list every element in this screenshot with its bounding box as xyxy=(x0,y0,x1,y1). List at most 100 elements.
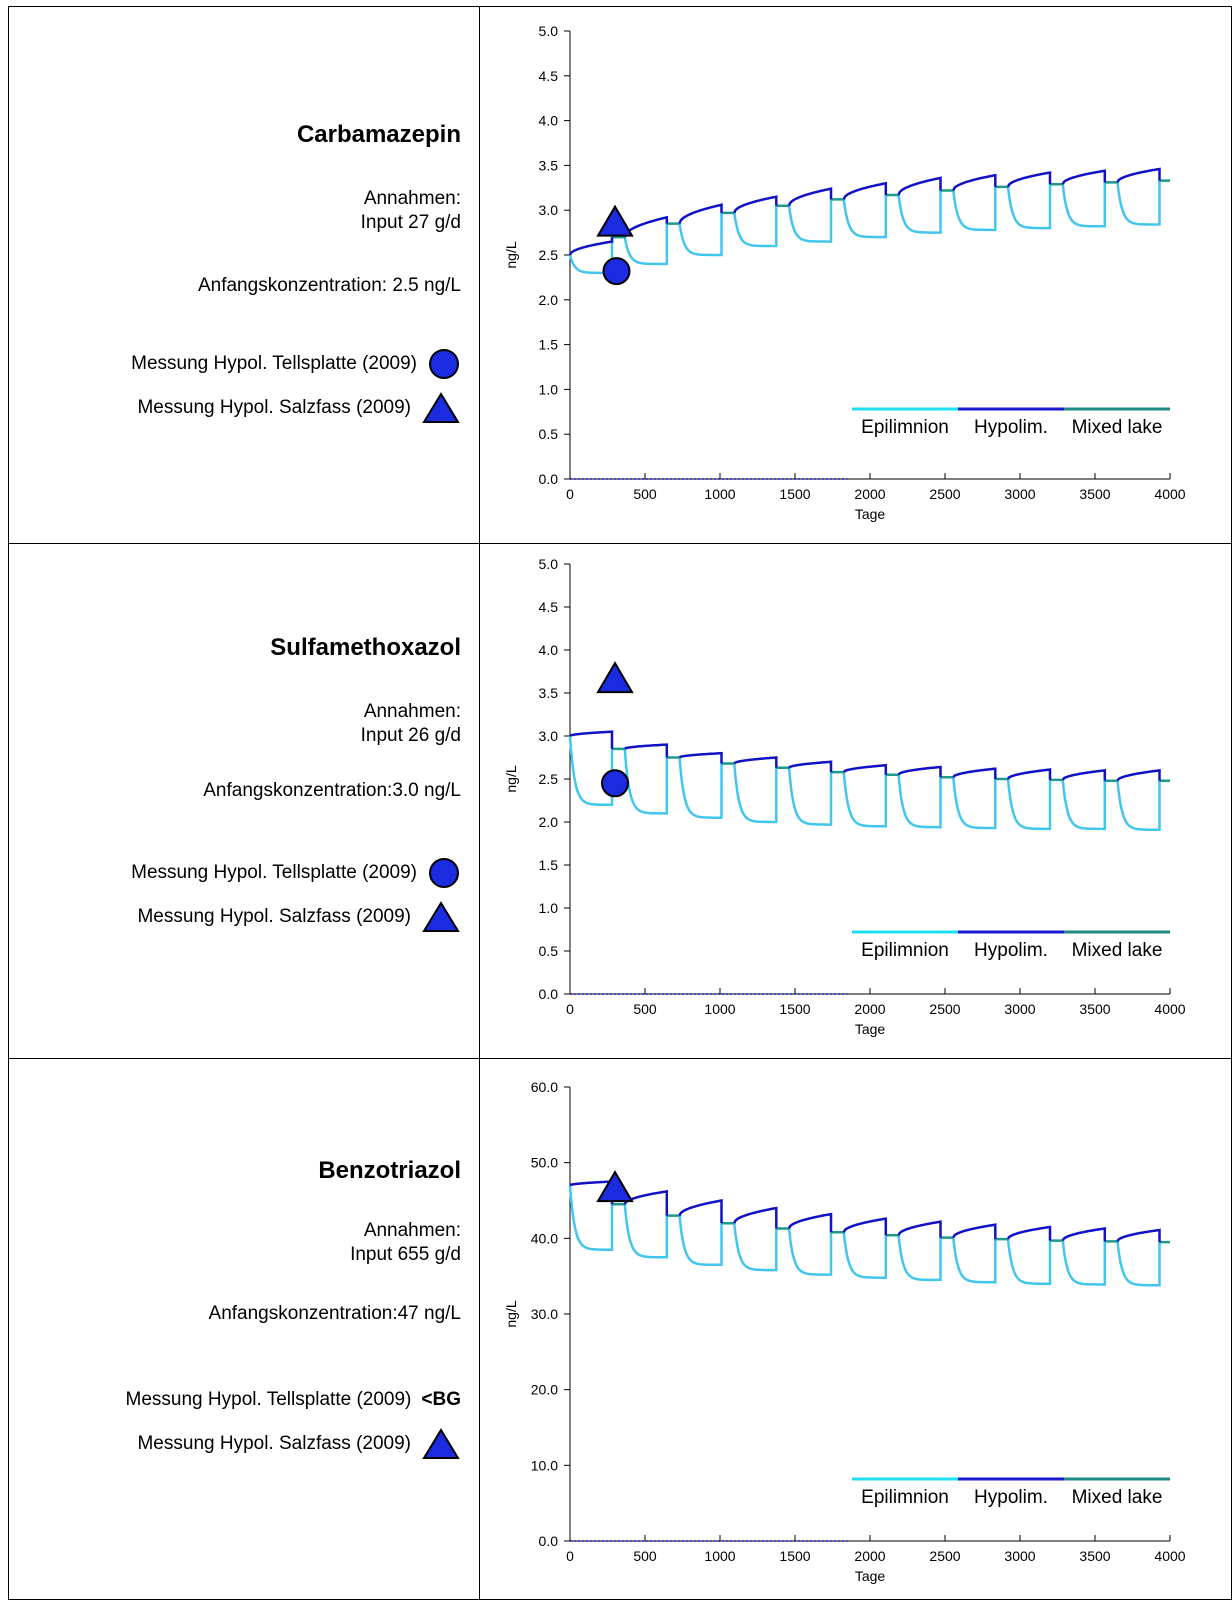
x-tick-label: 0 xyxy=(566,1001,574,1017)
y-tick-label: 2.5 xyxy=(539,247,559,263)
x-tick-label: 1000 xyxy=(704,1548,735,1564)
measurement-label: Messung Hypol. Salzfass (2009) xyxy=(137,397,411,418)
y-tick-label: 4.5 xyxy=(539,68,559,84)
measurement-label: Messung Hypol. Tellsplatte (2009) xyxy=(125,1389,412,1410)
y-tick-label: 30.0 xyxy=(531,1306,558,1322)
y-tick-label: 20.0 xyxy=(531,1382,558,1398)
x-axis-label: Tage xyxy=(855,1568,886,1584)
measurement-legend-tellsplatte: Messung Hypol. Tellsplatte (2009) xyxy=(131,856,461,890)
compound-title: Sulfamethoxazol xyxy=(270,634,461,661)
table-row: Sulfamethoxazol Annahmen: Input 26 g/d A… xyxy=(8,543,1232,1059)
y-tick-label: 0.5 xyxy=(539,943,559,959)
measurement-label: Messung Hypol. Salzfass (2009) xyxy=(137,906,411,927)
x-tick-label: 4000 xyxy=(1154,486,1185,502)
info-cell: Sulfamethoxazol Annahmen: Input 26 g/d A… xyxy=(8,543,480,1059)
mixed-lake-series xyxy=(612,179,1170,239)
compound-title: Carbamazepin xyxy=(296,121,461,148)
legend-label: Mixed lake xyxy=(1072,417,1163,438)
y-tick-label: 2.0 xyxy=(539,814,559,830)
initial-concentration: Anfangskonzentration:3.0 ng/L xyxy=(203,780,461,801)
x-tick-label: 2000 xyxy=(854,486,885,502)
measurement-label: Messung Hypol. Salzfass (2009) xyxy=(137,1433,411,1454)
y-tick-label: 3.5 xyxy=(539,685,559,701)
x-tick-label: 1500 xyxy=(779,486,810,502)
epilimnion-series xyxy=(568,735,1161,831)
measurement-point-triangle xyxy=(596,661,634,694)
x-tick-label: 0 xyxy=(566,486,574,502)
plot-cell: 0.0 0.5 1.0 1.5 2.0 2.5 3.0 3.5 4.0 4.5 5.0 0 500 100… xyxy=(479,543,1232,1059)
y-tick-label: 0.5 xyxy=(539,426,559,442)
x-tick-label: 3000 xyxy=(1004,1001,1035,1017)
y-tick-label: 4.0 xyxy=(539,113,559,129)
y-tick-label: 2.5 xyxy=(539,771,559,787)
y-axis-label: ng/L xyxy=(503,1300,519,1327)
circle-marker-icon xyxy=(429,349,459,379)
legend-label: Hypolim. xyxy=(974,1487,1048,1508)
legend-label: Hypolim. xyxy=(974,417,1048,438)
mixed-lake-series xyxy=(612,747,1170,782)
y-tick-label: 4.5 xyxy=(539,599,559,615)
x-axis-label: Tage xyxy=(855,506,886,522)
legend-label: Epilimnion xyxy=(861,1487,949,1508)
measurement-point-triangle xyxy=(596,1170,634,1203)
y-tick-label: 0.0 xyxy=(539,1533,559,1549)
y-tick-label: 0.0 xyxy=(539,471,559,487)
x-tick-label: 3000 xyxy=(1004,486,1035,502)
input-value: Input 655 g/d xyxy=(350,1244,461,1265)
info-cell: Benzotriazol Annahmen: Input 655 g/d Anf… xyxy=(8,1058,480,1600)
measurement-legend-salzfass: Messung Hypol. Salzfass (2009) xyxy=(137,900,461,934)
below-detection-limit-note: <BG xyxy=(421,1389,461,1410)
assumptions: Annahmen: Input 26 g/d xyxy=(361,700,461,748)
initial-concentration: Anfangskonzentration:47 ng/L xyxy=(208,1303,461,1324)
x-tick-label: 3500 xyxy=(1079,1001,1110,1017)
y-tick-label: 3.5 xyxy=(539,157,559,173)
x-tick-label: 2500 xyxy=(929,486,960,502)
legend-label: Hypolim. xyxy=(974,940,1048,961)
y-tick-label: 0.0 xyxy=(539,986,559,1002)
hypolimnion-series xyxy=(568,167,1161,256)
info-cell: Carbamazepin Annahmen: Input 27 g/d Anfa… xyxy=(8,6,480,544)
y-tick-label: 10.0 xyxy=(531,1457,558,1473)
legend-label: Mixed lake xyxy=(1072,1487,1163,1508)
y-tick-label: 3.0 xyxy=(539,202,559,218)
assumptions-label: Annahmen: xyxy=(363,701,461,722)
compound-title: Benzotriazol xyxy=(318,1157,461,1184)
input-value: Input 27 g/d xyxy=(360,212,461,233)
x-tick-label: 0 xyxy=(566,1548,574,1564)
measurement-point-circle xyxy=(602,257,631,286)
assumptions: Annahmen: Input 655 g/d xyxy=(350,1219,461,1267)
x-tick-label: 4000 xyxy=(1154,1001,1185,1017)
y-tick-label: 2.0 xyxy=(539,292,559,308)
x-tick-label: 1500 xyxy=(779,1548,810,1564)
measurement-label: Messung Hypol. Tellsplatte (2009) xyxy=(131,353,417,374)
concentration-chart-benzotriazol: 0.0 10.0 20.0 30.0 40.0 50.0 60.0 0 500 1000 1500 2… xyxy=(503,1079,1186,1584)
y-tick-label: 5.0 xyxy=(539,23,559,39)
x-tick-label: 3500 xyxy=(1079,486,1110,502)
triangle-marker-icon xyxy=(422,392,460,423)
y-tick-label: 1.0 xyxy=(539,900,559,916)
y-tick-label: 4.0 xyxy=(539,642,559,658)
x-tick-label: 1000 xyxy=(704,1001,735,1017)
assumptions-label: Annahmen: xyxy=(363,1220,461,1241)
y-tick-label: 3.0 xyxy=(539,728,559,744)
x-tick-label: 500 xyxy=(633,486,657,502)
y-tick-label: 60.0 xyxy=(531,1079,558,1095)
assumptions-label: Annahmen: xyxy=(363,188,461,209)
y-tick-label: 50.0 xyxy=(531,1155,558,1171)
x-axis-label: Tage xyxy=(855,1021,886,1037)
y-tick-label: 1.0 xyxy=(539,381,559,397)
x-tick-label: 1000 xyxy=(704,486,735,502)
input-value: Input 26 g/d xyxy=(360,725,461,746)
measurement-label: Messung Hypol. Tellsplatte (2009) xyxy=(131,862,417,883)
x-tick-label: 2500 xyxy=(929,1548,960,1564)
epilimnion-series xyxy=(568,180,1161,275)
measurement-legend-salzfass: Messung Hypol. Salzfass (2009) xyxy=(137,391,461,425)
x-tick-label: 3000 xyxy=(1004,1548,1035,1564)
legend-label: Epilimnion xyxy=(861,417,949,438)
measurement-point-triangle xyxy=(596,204,634,237)
plot-cell: 0.0 10.0 20.0 30.0 40.0 50.0 60.0 0 500 1000 1500 2… xyxy=(479,1058,1232,1600)
epilimnion-series xyxy=(568,1185,1161,1287)
legend-label: Mixed lake xyxy=(1072,940,1163,961)
y-tick-label: 1.5 xyxy=(539,337,559,353)
